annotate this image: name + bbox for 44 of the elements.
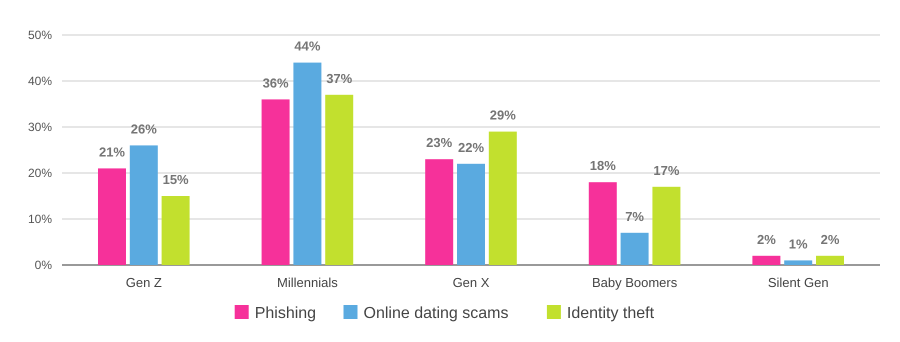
bar xyxy=(98,168,126,265)
data-label: 17% xyxy=(653,162,680,178)
data-label: 44% xyxy=(294,38,321,54)
bar xyxy=(325,94,354,265)
data-label: 37% xyxy=(326,70,353,86)
x-tick-label: Silent Gen xyxy=(768,275,829,290)
y-tick-label: 50% xyxy=(28,28,52,42)
bar xyxy=(652,186,680,265)
data-label: 2% xyxy=(820,232,840,247)
bar xyxy=(816,256,844,265)
bar xyxy=(425,159,454,265)
legend-label: Phishing xyxy=(254,305,316,322)
bar xyxy=(293,62,322,265)
data-label: 21% xyxy=(98,144,126,160)
bar xyxy=(262,99,290,265)
x-tick-label: Baby Boomers xyxy=(592,275,678,290)
x-tick-label: Millennials xyxy=(277,275,338,290)
legend-label: Identity theft xyxy=(566,305,655,322)
bar xyxy=(588,182,617,265)
y-tick-label: 30% xyxy=(28,120,52,134)
x-tick-label: Gen X xyxy=(452,275,490,290)
bar xyxy=(488,132,517,265)
data-label: 7% xyxy=(625,208,644,224)
y-tick-label: 40% xyxy=(28,74,52,88)
data-label: 29% xyxy=(490,108,516,123)
legend-label: Online dating scams xyxy=(364,305,508,322)
y-tick-label: 20% xyxy=(28,166,52,180)
data-label: 15% xyxy=(162,172,190,187)
bar xyxy=(130,145,158,265)
data-label: 23% xyxy=(426,135,453,150)
bar xyxy=(784,260,812,265)
data-label: 36% xyxy=(262,75,290,90)
bar xyxy=(457,164,485,265)
y-tick-label: 10% xyxy=(28,212,52,226)
data-label: 1% xyxy=(788,236,808,252)
data-label: 26% xyxy=(130,121,158,136)
bar xyxy=(162,196,190,265)
x-tick-label: Gen Z xyxy=(126,275,162,290)
data-label: 22% xyxy=(458,140,484,155)
data-label: 18% xyxy=(590,158,616,174)
bar xyxy=(620,232,649,265)
bar xyxy=(752,256,780,265)
y-tick-label: 0% xyxy=(34,258,52,272)
data-label: 2% xyxy=(756,232,776,247)
